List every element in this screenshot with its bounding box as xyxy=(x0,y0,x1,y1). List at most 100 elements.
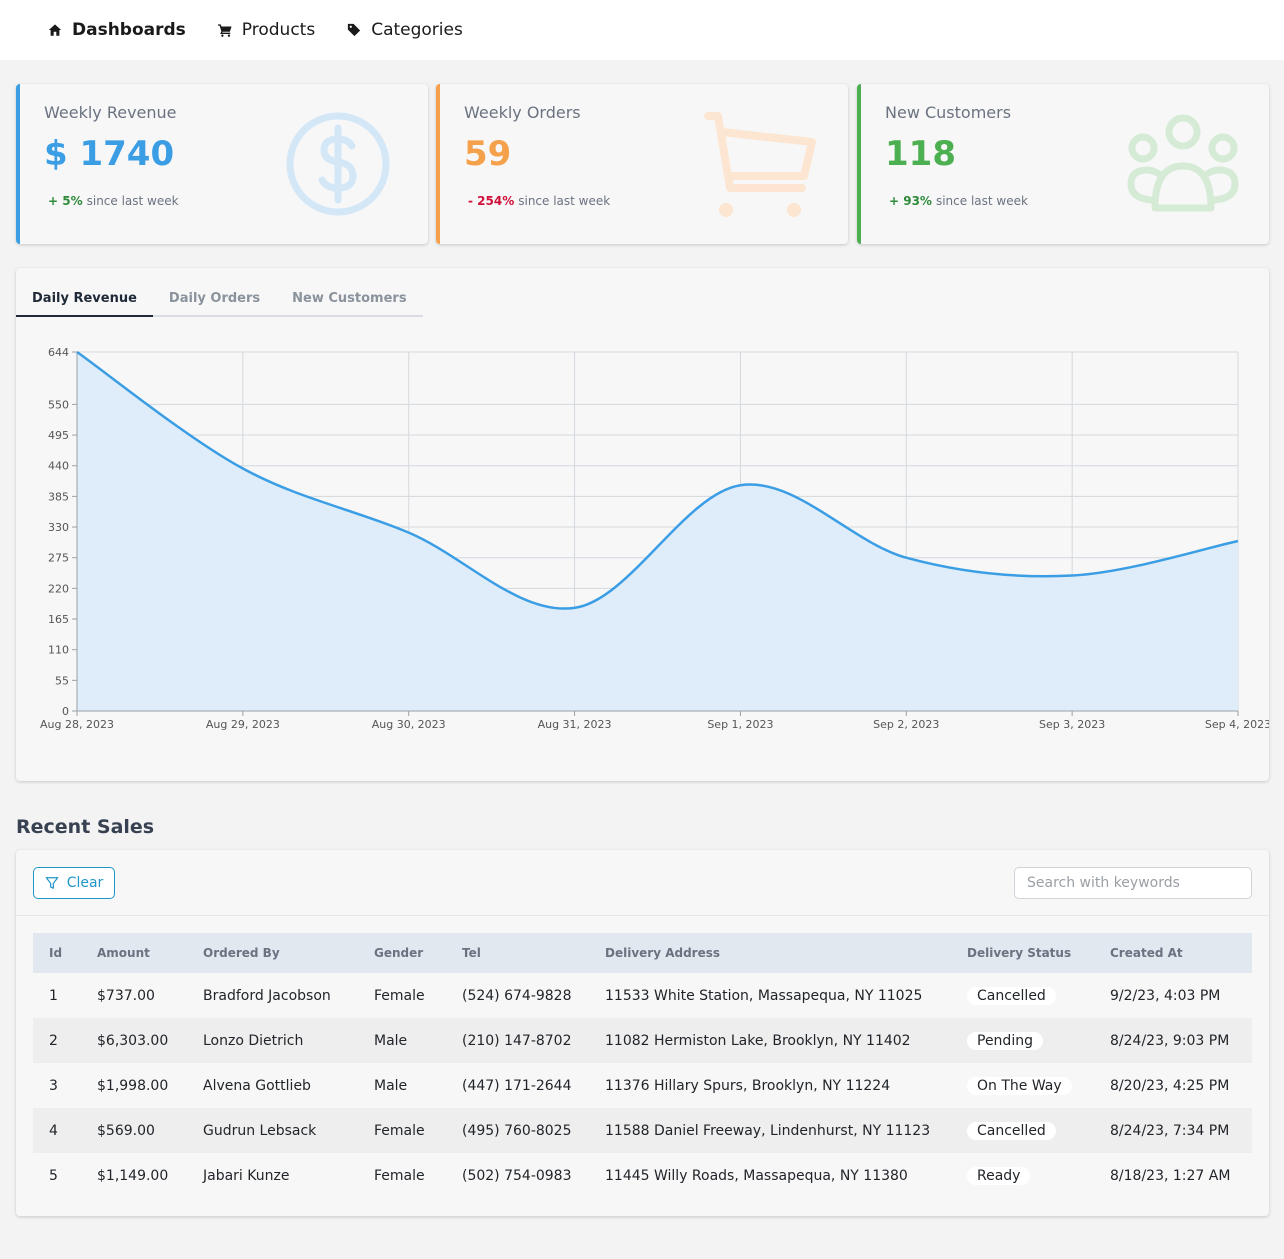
column-header-delivery-address[interactable]: Delivery Address xyxy=(605,946,721,960)
nav-item-products[interactable]: Products xyxy=(217,20,315,40)
column-header-amount[interactable]: Amount xyxy=(97,946,150,960)
change-percent: + 5% xyxy=(48,194,83,208)
cell-tel: (210) 147-8702 xyxy=(462,1032,572,1049)
card-value: 118 xyxy=(885,134,956,174)
cell-delivery-status: Cancelled xyxy=(951,973,1094,1018)
cell-delivery-status: Pending xyxy=(951,1018,1094,1063)
x-tick-label: Sep 3, 2023 xyxy=(1039,718,1105,731)
y-tick-label: 110 xyxy=(48,644,69,657)
cart-icon xyxy=(217,24,232,37)
cell-gender: Female xyxy=(374,1122,425,1139)
card-value: $ 1740 xyxy=(44,134,175,174)
cell-delivery-address: 11376 Hillary Spurs, Brooklyn, NY 11224 xyxy=(605,1077,891,1094)
x-tick-label: Sep 2, 2023 xyxy=(873,718,939,731)
cell-id: 5 xyxy=(49,1167,58,1184)
change-percent: - 254% xyxy=(468,194,515,208)
cell-gender: Female xyxy=(374,987,425,1004)
change-since: since last week xyxy=(935,194,1028,208)
x-tick-label: Aug 30, 2023 xyxy=(372,718,446,731)
status-badge: Cancelled xyxy=(967,986,1056,1005)
column-header-delivery-status[interactable]: Delivery Status xyxy=(967,946,1072,960)
change-since: since last week xyxy=(86,194,179,208)
cell-tel: (524) 674-9828 xyxy=(462,987,572,1004)
cell-gender: Male xyxy=(374,1032,408,1049)
sales-table-body: 1 $737.00 Bradford Jacobson Female (524) 674… xyxy=(33,973,1252,1198)
status-badge: Cancelled xyxy=(967,1121,1056,1140)
clear-filter-button[interactable]: Clear xyxy=(33,867,115,899)
status-badge: Pending xyxy=(967,1031,1043,1050)
chart-tabs: Daily Revenue Daily Orders New Customers xyxy=(16,288,423,317)
cell-created-at: 8/24/23, 9:03 PM xyxy=(1110,1032,1230,1049)
card-title: Weekly Revenue xyxy=(44,103,177,122)
nav-item-dashboards[interactable]: Dashboards xyxy=(48,20,186,40)
search-input[interactable] xyxy=(1014,867,1252,899)
cell-ordered-by: Jabari Kunze xyxy=(203,1167,290,1184)
change-percent: + 93% xyxy=(889,194,932,208)
sales-table: Id Amount Ordered By Gender Tel Delivery… xyxy=(33,933,1252,1198)
cell-gender: Female xyxy=(374,1167,425,1184)
x-tick-label: Sep 4, 2023 xyxy=(1205,718,1269,731)
cell-delivery-status: Cancelled xyxy=(951,1108,1094,1153)
y-tick-label: 550 xyxy=(48,398,69,411)
divider xyxy=(16,915,1269,916)
daily-revenue-chart: 0 55 110 165 220 275 330 385 440 495 550 644 Aug 28,… xyxy=(40,346,1269,731)
cell-created-at: 8/20/23, 4:25 PM xyxy=(1110,1077,1230,1094)
cell-created-at: 9/2/23, 4:03 PM xyxy=(1110,987,1221,1004)
column-header-ordered-by[interactable]: Ordered By xyxy=(203,946,280,960)
table-header-row: Id Amount Ordered By Gender Tel Delivery… xyxy=(33,933,1252,973)
table-row[interactable]: 5 $1,149.00 Jabari Kunze Female (502) 754-09… xyxy=(33,1153,1252,1198)
card-change: + 93% since last week xyxy=(889,194,1028,208)
tab-daily-orders[interactable]: Daily Orders xyxy=(168,291,261,306)
table-row[interactable]: 1 $737.00 Bradford Jacobson Female (524) 674… xyxy=(33,973,1252,1018)
y-tick-label: 55 xyxy=(55,674,69,687)
cell-ordered-by: Gudrun Lebsack xyxy=(203,1122,317,1139)
cell-id: 2 xyxy=(49,1032,58,1049)
nav-item-categories[interactable]: Categories xyxy=(347,20,463,40)
cell-id: 1 xyxy=(49,987,58,1004)
card-title: New Customers xyxy=(885,103,1012,122)
column-header-gender[interactable]: Gender xyxy=(374,946,424,960)
column-header-id[interactable]: Id xyxy=(49,946,63,960)
y-tick-label: 330 xyxy=(48,521,69,534)
cell-amount: $1,149.00 xyxy=(97,1167,169,1184)
y-tick-label: 644 xyxy=(48,346,69,359)
tag-icon xyxy=(348,23,361,37)
chart-panel: Daily Revenue Daily Orders New Customers… xyxy=(16,268,1269,781)
column-header-created-at[interactable]: Created At xyxy=(1110,946,1183,960)
cell-created-at: 8/24/23, 7:34 PM xyxy=(1110,1122,1230,1139)
revenue-area xyxy=(77,352,1238,711)
column-header-tel[interactable]: Tel xyxy=(462,946,481,960)
cell-created-at: 8/18/23, 1:27 AM xyxy=(1110,1167,1231,1184)
cell-tel: (495) 760-8025 xyxy=(462,1122,572,1139)
cell-delivery-address: 11082 Hermiston Lake, Brooklyn, NY 11402 xyxy=(605,1032,911,1049)
cell-delivery-address: 11533 White Station, Massapequa, NY 1102… xyxy=(605,987,923,1004)
table-row[interactable]: 2 $6,303.00 Lonzo Dietrich Male (210) 147-87… xyxy=(33,1018,1252,1063)
cell-ordered-by: Bradford Jacobson xyxy=(203,987,331,1004)
card-value: 59 xyxy=(464,134,512,174)
x-tick-label: Aug 31, 2023 xyxy=(538,718,612,731)
x-tick-label: Aug 29, 2023 xyxy=(206,718,280,731)
y-tick-label: 495 xyxy=(48,429,69,442)
clear-label: Clear xyxy=(66,875,104,891)
cell-delivery-address: 11588 Daniel Freeway, Lindenhurst, NY 11… xyxy=(605,1122,931,1139)
cell-amount: $1,998.00 xyxy=(97,1077,169,1094)
card-title: Weekly Orders xyxy=(464,103,581,122)
stat-card-new-customers: New Customers 118 + 93% since last week xyxy=(857,84,1269,244)
top-nav: Dashboards Products Categories xyxy=(0,0,1284,60)
tab-daily-revenue[interactable]: Daily Revenue xyxy=(16,288,153,317)
home-icon xyxy=(48,24,62,36)
shopping-cart-icon xyxy=(704,112,816,217)
y-tick-label: 275 xyxy=(48,552,69,565)
tab-new-customers[interactable]: New Customers xyxy=(292,291,407,306)
x-tick-label: Sep 1, 2023 xyxy=(707,718,773,731)
sales-panel: Clear Id Amount Ordered By Gender Tel De… xyxy=(16,850,1269,1216)
table-row[interactable]: 4 $569.00 Gudrun Lebsack Female (495) 760-80… xyxy=(33,1108,1252,1153)
cell-tel: (502) 754-0983 xyxy=(462,1167,572,1184)
cell-delivery-address: 11445 Willy Roads, Massapequa, NY 11380 xyxy=(605,1167,908,1184)
status-badge: Ready xyxy=(967,1166,1031,1185)
dollar-circle-icon xyxy=(286,112,390,216)
table-row[interactable]: 3 $1,998.00 Alvena Gottlieb Male (447) 171-2… xyxy=(33,1063,1252,1108)
stat-card-weekly-orders: Weekly Orders 59 - 254% since last week xyxy=(436,84,848,244)
cell-id: 3 xyxy=(49,1077,58,1094)
nav-label: Categories xyxy=(371,20,463,40)
